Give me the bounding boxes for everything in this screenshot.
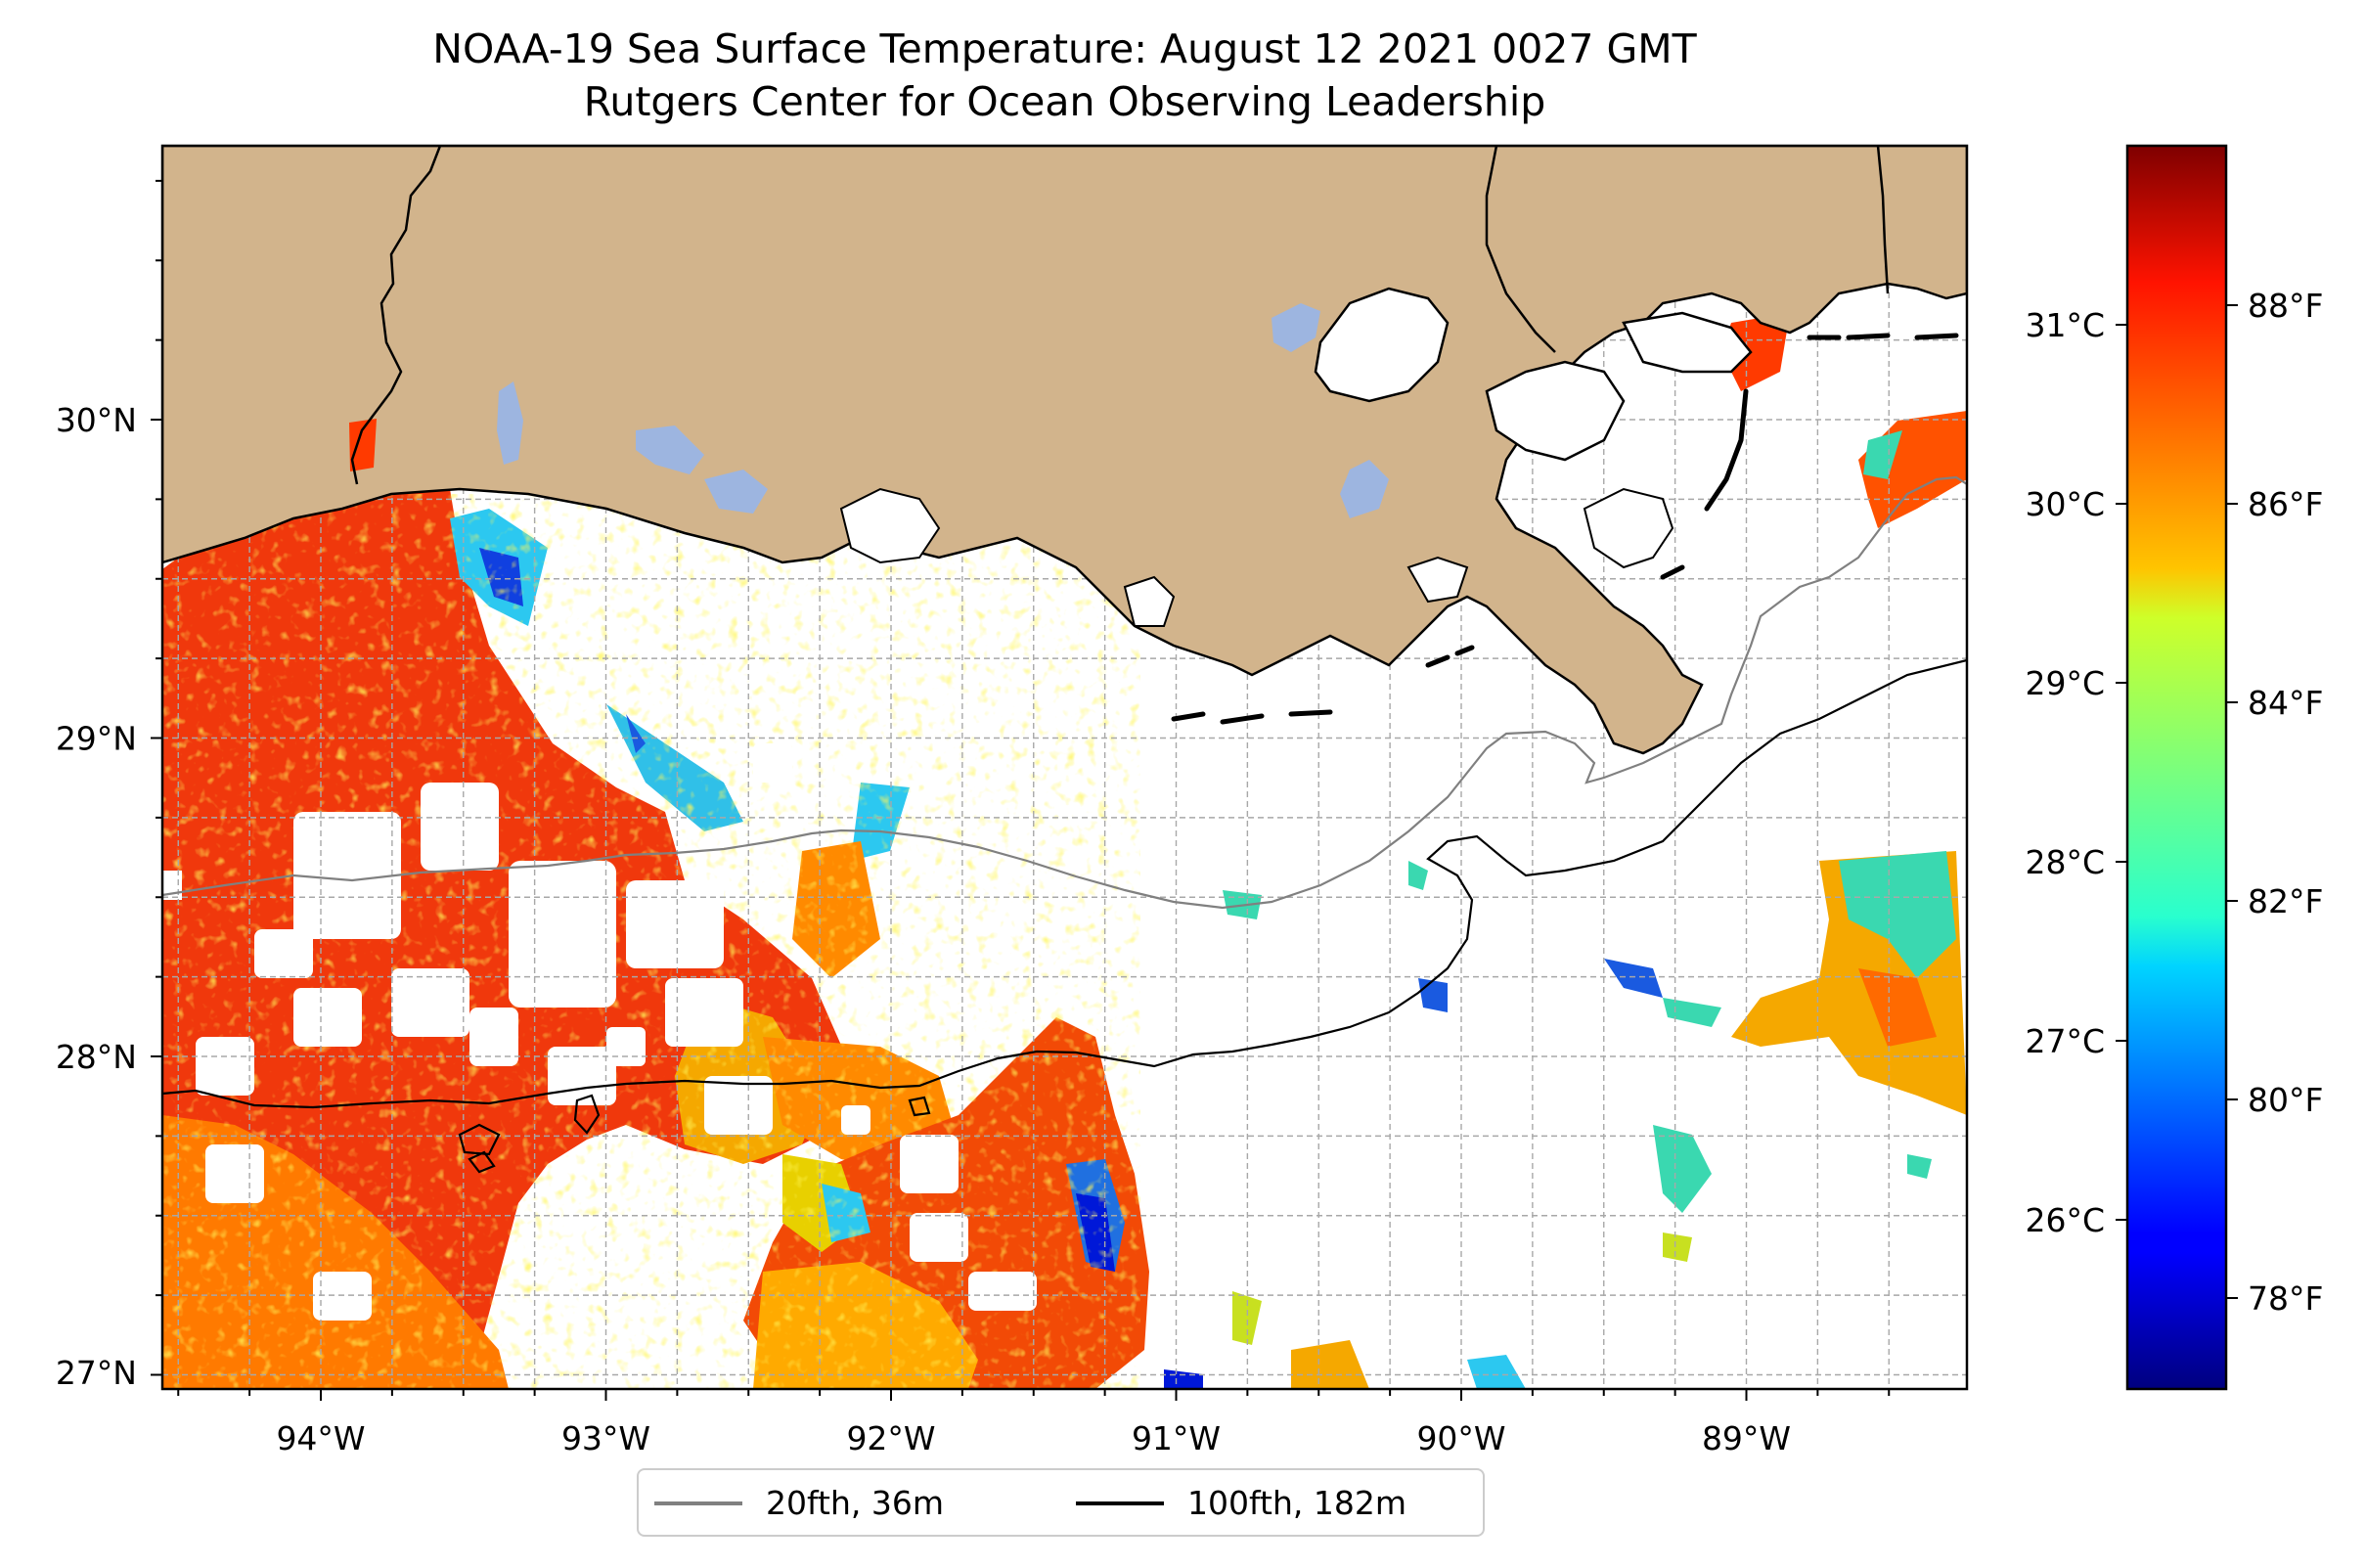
chart-subtitle: Rutgers Center for Ocean Observing Leade…: [583, 78, 1546, 125]
map-axes: 94°W 93°W 92°W 91°W 90°W 89°W 30°N 29°N 28°N 27°N: [56, 179, 1891, 1457]
colorbar-gradient: [2125, 144, 2228, 1391]
lon-tick-label: 90°W: [1416, 1419, 1505, 1457]
fahrenheit-tick-label: 86°F: [2248, 485, 2323, 523]
lon-tick-label: 89°W: [1702, 1419, 1791, 1457]
lat-tick-label: 27°N: [56, 1354, 137, 1392]
isobath-20fth: [162, 475, 1967, 910]
celsius-tick-label: 29°C: [2025, 664, 2105, 702]
land: [162, 146, 1967, 755]
legend-entry-20fth: 20fth, 36m: [654, 1484, 944, 1523]
chart-title: NOAA-19 Sea Surface Temperature: August …: [432, 25, 1697, 72]
isobath-legend: 20fth, 36m 100fth, 182m: [637, 1468, 1485, 1537]
fahrenheit-tick-label: 84°F: [2248, 684, 2323, 722]
legend-swatch-20fth: [654, 1501, 742, 1505]
lon-tick-label: 93°W: [561, 1419, 650, 1457]
lakes: [497, 303, 1389, 518]
celsius-tick-label: 30°C: [2025, 485, 2105, 523]
fahrenheit-tick-label: 78°F: [2248, 1279, 2323, 1318]
isobath-100fth: [162, 658, 1967, 1174]
fahrenheit-tick-label: 80°F: [2248, 1081, 2323, 1119]
colorbar: 31°C 30°C 29°C 28°C 27°C 26°C 88°F 86°F 84°F 82°…: [2025, 144, 2323, 1391]
lat-tick-label: 28°N: [56, 1038, 137, 1076]
colorbar-fahrenheit-axis: 88°F 86°F 84°F 82°F 80°F 78°F: [2226, 287, 2323, 1318]
map-frame: [160, 144, 1969, 1391]
fahrenheit-tick-label: 82°F: [2248, 882, 2323, 920]
legend-swatch-100fth: [1076, 1501, 1164, 1505]
celsius-tick-label: 27°C: [2025, 1022, 2105, 1060]
legend-label-100fth: 100fth, 182m: [1187, 1484, 1406, 1522]
state-borders: [350, 146, 1890, 485]
legend-label-20fth: 20fth, 36m: [766, 1484, 944, 1522]
celsius-tick-label: 31°C: [2025, 306, 2105, 344]
lon-tick-label: 91°W: [1132, 1419, 1221, 1457]
legend-entry-100fth: 100fth, 182m: [1076, 1484, 1406, 1523]
lat-tick-label: 29°N: [56, 720, 137, 758]
fahrenheit-tick-label: 88°F: [2248, 287, 2323, 325]
lat-tick-label: 30°N: [56, 401, 137, 439]
lon-tick-label: 92°W: [846, 1419, 935, 1457]
cloud-gaps: [162, 743, 1037, 1321]
celsius-tick-label: 26°C: [2025, 1201, 2105, 1239]
map-plot-area: [162, 146, 1967, 1389]
barrier-islands: [1171, 333, 1959, 725]
lon-tick-label: 94°W: [276, 1419, 365, 1457]
celsius-tick-label: 28°C: [2025, 843, 2105, 881]
colorbar-celsius-axis: 31°C 30°C 29°C 28°C 27°C 26°C: [2025, 306, 2127, 1239]
